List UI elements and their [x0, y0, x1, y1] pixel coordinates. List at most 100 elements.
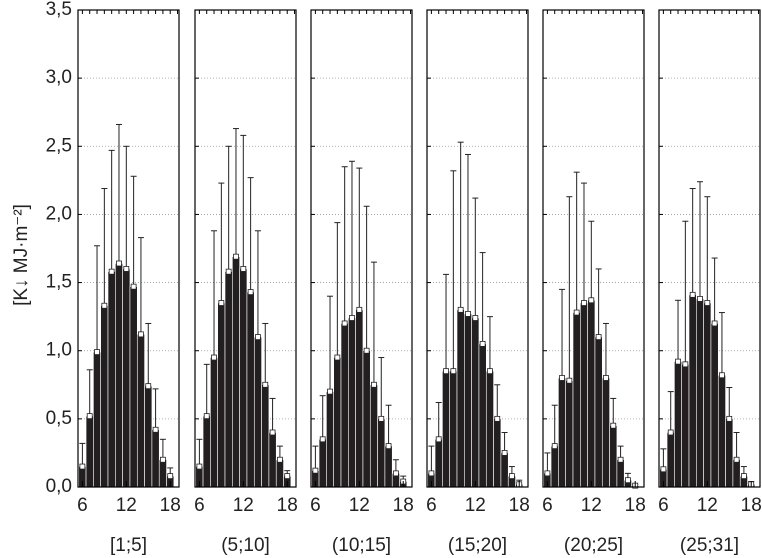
mean-marker	[262, 381, 269, 388]
bar	[239, 268, 248, 488]
x-tick-label: 12	[697, 495, 718, 516]
bar	[703, 302, 712, 488]
bar	[129, 286, 138, 488]
mean-marker	[319, 436, 326, 443]
x-tick-label: 18	[741, 495, 762, 516]
bar	[333, 357, 342, 488]
y-axis-label: [K↓ MJ·m⁻²]	[11, 204, 32, 306]
x-tick-label: 18	[277, 495, 298, 516]
bar	[100, 305, 109, 488]
x-tick-label: 6	[310, 495, 321, 516]
mean-marker	[559, 375, 565, 381]
bar	[107, 271, 116, 488]
bar	[253, 336, 262, 488]
mean-marker	[704, 300, 711, 306]
mean-marker	[551, 443, 558, 450]
bar	[85, 415, 94, 488]
mean-marker	[312, 467, 319, 474]
mean-marker	[123, 266, 130, 272]
mean-marker	[79, 463, 86, 470]
bar	[115, 263, 123, 488]
bar	[93, 351, 101, 488]
mean-marker	[667, 429, 674, 436]
bar	[340, 323, 349, 488]
mean-marker	[457, 306, 464, 313]
panel-label: (15;20]	[448, 535, 507, 556]
mean-marker	[211, 354, 217, 361]
panel-label: [1;5]	[110, 535, 147, 556]
x-tick-label: 6	[658, 495, 669, 516]
bar	[464, 313, 472, 488]
mean-marker	[334, 354, 341, 361]
bar	[232, 256, 240, 488]
y-tick-label: 2,5	[46, 135, 72, 156]
x-tick-label: 18	[509, 495, 530, 516]
bar	[609, 425, 618, 488]
bar	[601, 377, 610, 488]
bar	[681, 364, 690, 488]
bar	[565, 380, 574, 488]
bar	[348, 317, 356, 488]
mean-marker	[465, 311, 471, 317]
bar	[268, 432, 277, 488]
bar	[224, 271, 233, 488]
y-tick-label: 1,0	[46, 340, 72, 361]
mean-marker	[116, 260, 122, 267]
bar	[688, 294, 697, 488]
y-tick-label: 1,5	[46, 272, 72, 293]
y-tick-label: 3,0	[46, 67, 72, 88]
mean-marker	[660, 466, 667, 473]
x-tick-label: 6	[194, 495, 205, 516]
bar	[158, 459, 167, 488]
x-tick-label: 12	[233, 495, 254, 516]
bar	[594, 336, 603, 488]
mean-marker	[624, 477, 631, 484]
bar	[355, 309, 364, 488]
plot-frame	[426, 9, 529, 488]
mean-marker	[581, 300, 587, 306]
mean-marker	[108, 268, 115, 275]
mean-marker	[733, 456, 740, 463]
mean-marker	[276, 456, 283, 463]
mean-marker	[378, 415, 385, 422]
mean-marker	[450, 368, 457, 375]
x-tick-label: 6	[426, 495, 437, 516]
mean-marker	[371, 381, 377, 388]
mean-marker	[617, 456, 624, 463]
bar	[449, 370, 458, 488]
bar	[246, 291, 255, 488]
mean-marker	[130, 283, 137, 290]
mean-marker	[152, 426, 159, 433]
bar	[725, 418, 734, 488]
x-tick-label: 6	[542, 495, 553, 516]
bar	[136, 334, 145, 488]
mean-marker	[138, 331, 144, 338]
bar	[442, 370, 450, 488]
bar	[202, 415, 211, 488]
mean-marker	[603, 375, 609, 381]
mean-marker	[428, 470, 435, 477]
mean-marker	[363, 347, 370, 354]
plot-frame	[194, 9, 297, 488]
mean-marker	[487, 368, 493, 375]
x-tick-label: 12	[349, 495, 370, 516]
mean-marker	[595, 334, 602, 340]
bar	[485, 370, 494, 488]
plot-frame	[542, 9, 645, 488]
mean-marker	[544, 470, 551, 477]
mean-marker	[233, 253, 239, 260]
x-tick-label: 18	[393, 495, 414, 516]
mean-marker	[472, 315, 479, 321]
bar	[261, 384, 270, 488]
bar	[384, 445, 393, 488]
mean-marker	[349, 315, 355, 321]
bar	[587, 299, 596, 488]
mean-marker	[167, 473, 174, 479]
mean-marker	[675, 358, 681, 365]
bar	[616, 459, 625, 488]
mean-marker	[573, 309, 580, 316]
mean-marker	[356, 306, 363, 313]
x-tick-label: 12	[116, 495, 137, 516]
mean-marker	[435, 436, 442, 443]
